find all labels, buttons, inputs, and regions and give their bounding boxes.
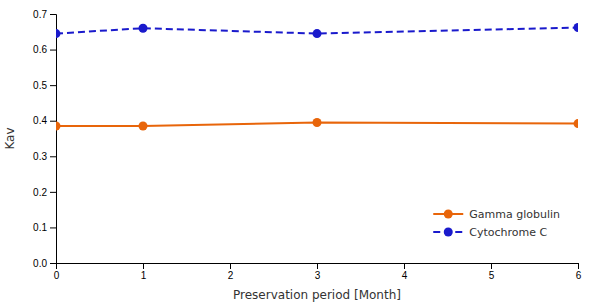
x-axis-tick-label: 1 — [141, 270, 147, 281]
x-axis-tick-mark — [404, 263, 405, 269]
point — [574, 119, 579, 128]
y-axis-tick: 0.5 — [33, 80, 56, 91]
x-axis-tick-label: 2 — [228, 270, 234, 281]
point — [313, 29, 322, 38]
x-axis-tick-label: 3 — [315, 270, 321, 281]
y-axis-tick: 0.7 — [33, 9, 56, 20]
x-axis-tick: 3 — [315, 263, 321, 281]
point — [574, 23, 579, 32]
legend-label: Gamma globulin — [469, 208, 560, 221]
y-axis-tick: 0.6 — [33, 44, 56, 55]
point — [56, 29, 61, 38]
x-axis-title: Preservation period [Month] — [233, 288, 401, 302]
x-axis-tick-label: 0 — [54, 270, 60, 281]
y-axis-tick-mark — [50, 14, 56, 15]
legend-item: Gamma globulin — [433, 208, 560, 221]
y-axis-tick-label: 0.1 — [33, 222, 47, 233]
y-axis-tick-label: 0.4 — [33, 115, 47, 126]
y-axis-tick-mark — [50, 192, 56, 193]
x-axis-tick-mark — [578, 263, 579, 269]
y-axis-tick-mark — [50, 156, 56, 157]
x-axis-tick-mark — [317, 263, 318, 269]
x-axis-tick: 4 — [402, 263, 408, 281]
x-axis-tick: 5 — [489, 263, 495, 281]
legend-background — [425, 197, 568, 249]
y-axis-tick: 0.3 — [33, 151, 56, 162]
legend: Gamma globulin Cytochrome C — [425, 197, 568, 249]
legend-marker — [444, 228, 453, 237]
point — [313, 118, 322, 127]
y-axis: 0.0 0.1 0.2 0.3 0.4 0.5 0.6 0.7 — [33, 9, 56, 269]
y-axis-tick-mark — [50, 50, 56, 51]
x-axis-tick-label: 6 — [576, 270, 582, 281]
y-axis-line — [50, 15, 57, 264]
point — [139, 122, 148, 131]
x-axis-tick: 1 — [141, 263, 147, 281]
chart: 0 1 2 3 4 5 6 0.0 0.1 0.2 0.3 0.4 0.5 0.6 0.7 Gamma glo… — [0, 0, 594, 307]
y-axis-tick-mark — [50, 263, 56, 264]
y-axis-tick-label: 0.2 — [33, 187, 47, 198]
y-axis-tick-mark — [50, 121, 56, 122]
marks — [56, 23, 578, 131]
x-axis-tick-mark — [491, 263, 492, 269]
y-axis-tick: 0.2 — [33, 187, 56, 198]
x-axis-tick-mark — [143, 263, 144, 269]
y-axis-tick-mark — [50, 85, 56, 86]
x-axis-line — [57, 264, 579, 270]
y-axis-title: Kav — [3, 127, 17, 149]
x-axis-tick: 0 — [54, 263, 60, 281]
x-axis-tick: 2 — [228, 263, 234, 281]
y-axis-tick-mark — [50, 227, 56, 228]
x-axis-tick: 6 — [576, 263, 582, 281]
x-axis-tick-label: 5 — [489, 270, 495, 281]
legend-label: Cytochrome C — [469, 226, 547, 239]
y-axis-tick: 0.1 — [33, 222, 56, 233]
y-axis-tick: 0.4 — [33, 115, 56, 126]
y-axis-tick-label: 0.5 — [33, 80, 47, 91]
legend-item: Cytochrome C — [433, 226, 547, 239]
point — [139, 24, 148, 33]
x-axis-tick-label: 4 — [402, 270, 408, 281]
x-axis-tick-mark — [230, 263, 231, 269]
x-axis: 0 1 2 3 4 5 6 — [54, 263, 582, 281]
y-axis-tick: 0.0 — [33, 258, 56, 269]
y-axis-tick-label: 0.6 — [33, 44, 47, 55]
plot-area: 0 1 2 3 4 5 6 0.0 0.1 0.2 0.3 0.4 0.5 0.6 0.7 Gamma glo… — [33, 9, 582, 281]
point — [56, 122, 61, 131]
y-axis-tick-label: 0.7 — [33, 9, 47, 20]
y-axis-tick-label: 0.3 — [33, 151, 47, 162]
y-axis-tick-label: 0.0 — [33, 258, 47, 269]
legend-marker — [444, 210, 453, 219]
